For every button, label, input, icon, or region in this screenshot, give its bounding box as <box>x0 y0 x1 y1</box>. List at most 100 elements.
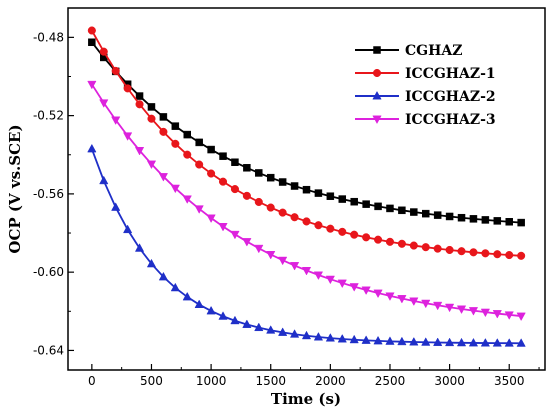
data-point <box>313 271 324 281</box>
data-point <box>409 241 418 250</box>
data-point <box>111 66 120 75</box>
plot-frame <box>67 7 546 371</box>
data-point <box>99 175 109 185</box>
data-point <box>146 160 157 170</box>
data-point <box>516 312 526 322</box>
data-point <box>302 185 311 194</box>
legend-marker <box>372 115 382 125</box>
data-point <box>337 333 347 343</box>
x-tick-label: 1500 <box>255 374 286 388</box>
data-point <box>457 213 466 222</box>
data-point <box>362 200 370 208</box>
data-point <box>207 145 215 154</box>
data-point <box>301 266 312 276</box>
data-point <box>361 286 371 296</box>
data-point <box>88 38 96 46</box>
data-point <box>349 283 359 292</box>
series-iccghaz-1 <box>87 26 526 260</box>
data-point <box>445 212 454 221</box>
legend-item: ICCGHAZ-3 <box>355 112 496 128</box>
data-point <box>325 275 335 285</box>
data-point <box>445 245 454 255</box>
data-point <box>385 237 395 246</box>
data-point <box>147 114 156 123</box>
data-point <box>350 230 359 239</box>
x-tick-label: 1000 <box>196 374 227 388</box>
data-point <box>243 164 251 172</box>
data-point <box>183 130 191 139</box>
data-point <box>266 173 275 182</box>
legend-item: CGHAZ <box>355 43 462 59</box>
legend-label: ICCGHAZ-1 <box>405 66 496 82</box>
data-point <box>123 84 132 93</box>
data-point <box>231 158 239 166</box>
data-point <box>444 303 455 313</box>
data-point <box>111 202 121 211</box>
x-tick-label: 0 <box>88 374 96 388</box>
data-point <box>195 138 203 147</box>
data-point <box>433 211 442 219</box>
data-point <box>194 205 204 214</box>
data-point <box>326 192 335 200</box>
data-point <box>158 271 169 281</box>
data-point <box>349 334 359 344</box>
data-point <box>480 308 490 318</box>
data-point <box>492 310 502 319</box>
data-point <box>481 216 490 224</box>
data-point <box>469 248 478 257</box>
y-tick-label: -0.64 <box>33 343 64 357</box>
data-point <box>338 195 347 203</box>
data-point <box>255 169 263 177</box>
data-point <box>493 217 502 225</box>
data-point <box>290 182 299 190</box>
data-point <box>147 103 156 111</box>
data-point <box>254 244 264 254</box>
data-point <box>361 335 371 344</box>
data-point <box>421 337 431 346</box>
data-point <box>230 315 240 325</box>
data-point <box>182 195 192 204</box>
x-tick-label: 2500 <box>375 374 406 388</box>
data-point <box>171 139 180 148</box>
data-point <box>170 184 180 194</box>
data-point <box>505 218 513 226</box>
data-point <box>135 92 144 100</box>
data-point <box>433 337 443 346</box>
data-point <box>468 337 479 347</box>
data-point <box>242 319 252 328</box>
data-point <box>374 202 382 211</box>
series-cghaz <box>88 38 525 227</box>
data-point <box>87 143 97 153</box>
data-point <box>123 224 133 234</box>
data-point <box>289 262 300 271</box>
legend-item: ICCGHAZ-2 <box>355 89 496 105</box>
data-point <box>504 338 514 347</box>
data-point <box>480 338 490 347</box>
data-point <box>266 325 276 334</box>
data-point <box>421 299 431 309</box>
data-point <box>278 208 287 217</box>
data-point <box>207 169 216 178</box>
data-point <box>374 235 383 244</box>
data-point <box>123 132 133 141</box>
axis-ticks: 0 500 1000 1500 2000 2500 3000 3500 -0.48 -0.52 -0… <box>33 30 540 388</box>
legend-marker <box>373 46 381 54</box>
data-point <box>397 336 407 346</box>
data-point <box>350 197 358 206</box>
data-point <box>159 127 168 136</box>
data-point <box>373 335 383 345</box>
data-point <box>468 307 479 316</box>
data-point <box>87 26 96 35</box>
data-point <box>469 215 478 223</box>
data-point <box>146 258 157 268</box>
data-point <box>325 333 335 342</box>
series-layer <box>87 26 526 347</box>
data-point <box>397 239 406 248</box>
data-point <box>242 238 252 247</box>
x-tick-label: 3000 <box>434 374 465 388</box>
data-point <box>219 152 227 160</box>
data-point <box>314 221 323 230</box>
data-point <box>314 189 323 197</box>
data-point <box>254 197 263 207</box>
